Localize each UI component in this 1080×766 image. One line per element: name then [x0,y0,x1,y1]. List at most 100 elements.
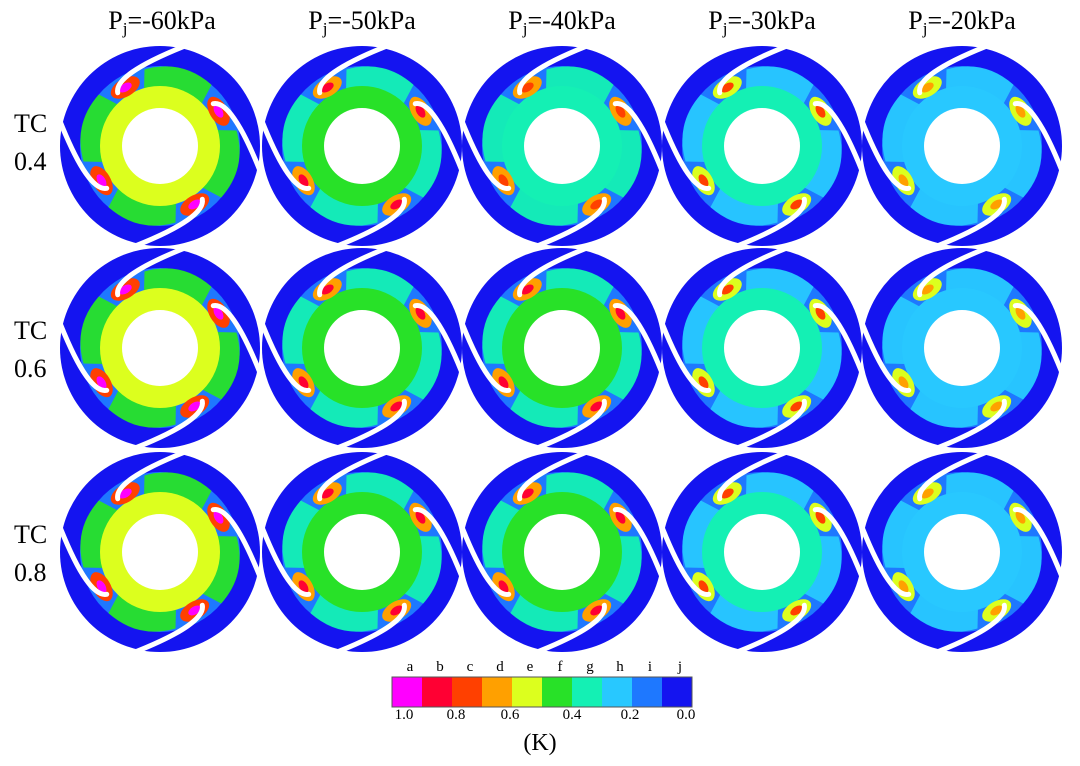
impeller-blade [812,507,864,578]
contour-region [920,82,934,93]
row-label: TC 0.4 [14,109,48,176]
impeller-plot [660,246,864,450]
contour-region [320,284,334,295]
impeller-hub [724,108,800,184]
impeller-blade [317,44,388,96]
impeller-blade [736,602,807,654]
contour-region [118,82,132,93]
impeller-blade [660,526,712,597]
impeller-hub [122,310,198,386]
colorbar-swatch [542,677,572,707]
contour-region [698,580,709,594]
impeller-blade [134,398,205,450]
impeller-blade [860,120,912,191]
contour-region [320,488,334,499]
impeller-plot [58,44,262,248]
contour-region [1015,510,1026,524]
column-header: Pj=-20kPa [908,6,1016,38]
impeller-plot [660,450,864,654]
colorbar-letter: c [466,659,474,675]
impeller-blade [1012,507,1064,578]
contour-region [188,605,202,616]
impeller-blade [460,322,512,393]
impeller-blade [336,196,407,248]
impeller-blade [717,44,788,96]
contour-region [298,174,309,188]
colorbar-letter: j [677,659,683,675]
impeller-blade [812,101,864,172]
impeller-hub [724,514,800,590]
contour-region [815,104,826,118]
impeller-blade [58,322,110,393]
impeller-blade [58,120,110,191]
contour-region [188,401,202,412]
impeller-blade [260,120,312,191]
contour-region [790,199,804,210]
impeller-blade [736,196,807,248]
contour-region [790,605,804,616]
colorbar [391,676,693,708]
impeller-blade [260,322,312,393]
colorbar-unit: (K) [523,730,557,756]
impeller-plot [58,450,262,654]
impeller-blade [536,398,607,450]
contour-region [920,488,934,499]
contour-region [213,510,224,524]
impeller-blade [460,526,512,597]
colorbar-letter: h [616,659,624,675]
colorbar-swatch [422,677,452,707]
contour-region [96,580,107,594]
impeller-blade [660,120,712,191]
colorbar-letter: b [436,659,444,675]
impeller-blade [210,507,262,578]
colorbar-swatch [512,677,542,707]
impeller-hub [122,108,198,184]
impeller-hub [724,310,800,386]
impeller-plot [460,246,664,450]
contour-region [615,306,626,320]
impeller-plot [860,450,1064,654]
impeller-blade [536,196,607,248]
contour-region [298,580,309,594]
contour-region [213,306,224,320]
colorbar-tick: 0.2 [620,707,640,723]
contour-region [990,605,1004,616]
contour-region [990,401,1004,412]
contour-region [188,199,202,210]
colorbar-tick: 0.6 [500,707,520,723]
impeller-blade [412,507,464,578]
contour-region [415,510,426,524]
contour-region [698,376,709,390]
contour-region [498,376,509,390]
impeller-blade [917,450,988,502]
impeller-blade [536,602,607,654]
contour-region [720,284,734,295]
impeller-plot [260,44,464,248]
impeller-blade [317,450,388,502]
contour-region [720,488,734,499]
colorbar-swatch [452,677,482,707]
contour-region [96,376,107,390]
impeller-blade [717,450,788,502]
colorbar-letter: i [647,659,653,675]
colorbar-tick: 1.0 [394,707,414,723]
colorbar-letter: e [526,659,534,675]
impeller-blade [936,398,1007,450]
colorbar-swatch [632,677,662,707]
colorbar-swatch [482,677,512,707]
impeller-blade [260,526,312,597]
contour-region [320,82,334,93]
impeller-plot [460,44,664,248]
impeller-blade [58,526,110,597]
contour-region [415,306,426,320]
impeller-hub [524,514,600,590]
column-header: Pj=-30kPa [708,6,816,38]
impeller-blade [336,602,407,654]
colorbar-tick: 0.4 [562,707,582,723]
impeller-hub [324,108,400,184]
contour-region [390,199,404,210]
impeller-blade [210,303,262,374]
contour-region [213,104,224,118]
impeller-blade [317,246,388,298]
